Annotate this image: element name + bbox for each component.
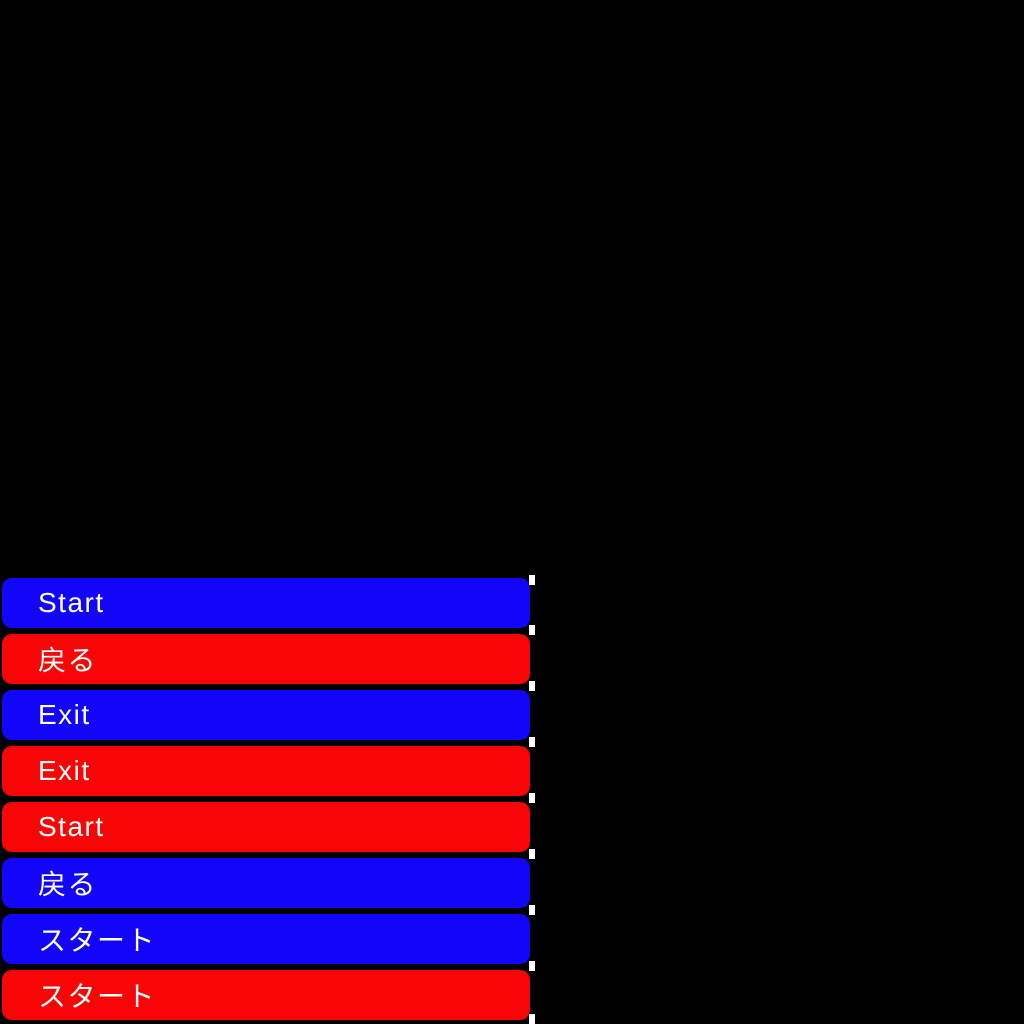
menu-button-label: Start	[38, 587, 105, 618]
menu-button-4[interactable]: Start	[2, 802, 530, 852]
menu-button-label: 戻る	[38, 645, 98, 676]
menu-button-3[interactable]: Exit	[2, 746, 530, 796]
menu-button-label: Exit	[38, 755, 91, 786]
menu-button-2[interactable]: Exit	[2, 690, 530, 740]
menu-button-label: スタート	[38, 925, 157, 956]
selection-dash	[529, 737, 535, 747]
menu-button-label: Start	[38, 811, 105, 842]
selection-dash	[529, 575, 535, 585]
menu-button-label: 戻る	[38, 869, 98, 900]
menu-button-label: Exit	[38, 699, 91, 730]
selection-dash	[529, 961, 535, 971]
selection-dash	[529, 1014, 535, 1024]
menu-button-0[interactable]: Start	[2, 578, 530, 628]
selection-dash	[529, 905, 535, 915]
menu-button-6[interactable]: スタート	[2, 914, 530, 964]
selection-dash	[529, 849, 535, 859]
selection-dash	[529, 681, 535, 691]
menu-button-label: スタート	[38, 981, 157, 1012]
menu-button-5[interactable]: 戻る	[2, 858, 530, 908]
selection-dash	[529, 625, 535, 635]
menu-button-1[interactable]: 戻る	[2, 634, 530, 684]
selection-dash	[529, 793, 535, 803]
menu-button-7[interactable]: スタート	[2, 970, 530, 1020]
button-menu: Start 戻る Exit Exit Start 戻る スタート スタート	[2, 578, 530, 1024]
